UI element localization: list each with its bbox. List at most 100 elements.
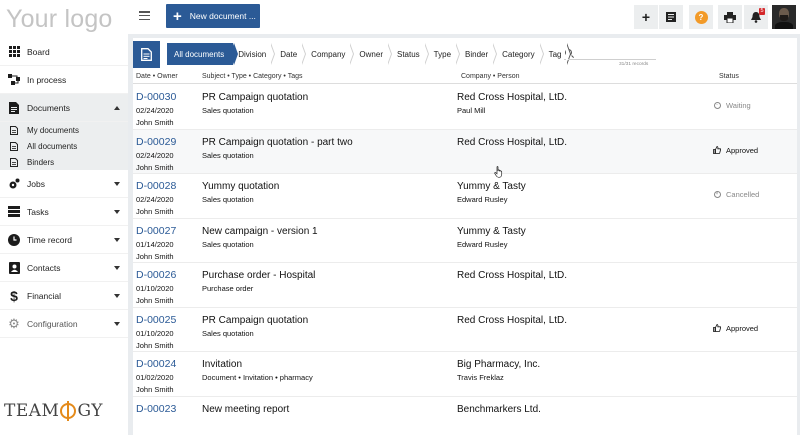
document-id-link[interactable]: D-00026 xyxy=(136,269,177,281)
grid-icon xyxy=(8,46,20,58)
top-bar: + New document ... + ? 5 xyxy=(128,0,800,34)
document-id-link[interactable]: D-00027 xyxy=(136,224,177,237)
chevron-down-icon xyxy=(114,181,120,186)
chevron-down-icon xyxy=(114,265,120,270)
sidebar-subitem-binders[interactable]: Binders xyxy=(0,154,128,170)
file-icon xyxy=(10,125,19,135)
print-button[interactable] xyxy=(718,5,742,29)
document-subject: Invitation xyxy=(202,359,243,370)
thumbs-up-icon xyxy=(713,324,721,332)
sidebar-subitem-my-documents[interactable]: My documents xyxy=(0,122,128,138)
sidebar-item-label: Configuration xyxy=(27,318,78,329)
document-type: Purchase order xyxy=(202,284,254,293)
search-input[interactable] xyxy=(564,48,656,60)
document-date: 02/24/2020 xyxy=(136,195,174,204)
add-button[interactable]: + xyxy=(634,5,658,29)
filter-status[interactable]: Status xyxy=(392,43,429,65)
table-row[interactable]: D-00028 02/24/2020 John Smith Yummy quot… xyxy=(133,174,797,219)
table-row[interactable]: D-00029 02/24/2020 John Smith PR Campaig… xyxy=(133,129,797,174)
document-date: 01/14/2020 xyxy=(136,239,174,249)
file-icon xyxy=(10,141,19,151)
sidebar-item-label: Time record xyxy=(27,234,73,245)
sidebar-item-label: Contacts xyxy=(27,262,61,273)
filter-type[interactable]: Type xyxy=(429,43,461,65)
document-person: Edward Rusley xyxy=(457,239,508,249)
filter-all-documents[interactable]: All documents xyxy=(167,43,239,65)
document-owner: John Smith xyxy=(136,340,174,350)
sidebar-subitem-label: Binders xyxy=(27,157,55,167)
sidebar-item-board[interactable]: Board xyxy=(0,38,128,66)
column-subject[interactable]: Subject • Type • Category • Tags xyxy=(202,73,303,80)
document-date: 01/02/2020 xyxy=(136,373,174,382)
sidebar-item-documents[interactable]: Documents xyxy=(0,94,128,122)
document-id-link[interactable]: D-00029 xyxy=(136,135,177,148)
document-id-link[interactable]: D-00024 xyxy=(136,358,177,370)
document-subject: Yummy quotation xyxy=(202,181,280,192)
filter-company[interactable]: Company xyxy=(306,43,355,65)
filter-date[interactable]: Date xyxy=(275,43,307,65)
sidebar-subitem-label: All documents xyxy=(27,141,78,151)
help-button[interactable]: ? xyxy=(689,5,713,29)
notifications-button[interactable]: 5 xyxy=(744,5,768,29)
status-label: Cancelled xyxy=(726,190,760,199)
document-type: Sales quotation xyxy=(202,239,254,249)
chevron-down-icon xyxy=(114,293,120,298)
status-badge: Approved xyxy=(713,146,758,155)
document-date: 02/24/2020 xyxy=(136,150,174,160)
sidebar-subitem-label: My documents xyxy=(27,125,80,135)
document-icon xyxy=(8,101,20,114)
column-company[interactable]: Company • Person xyxy=(461,73,520,80)
document-person: Paul Mill xyxy=(457,106,486,115)
document-id-link[interactable]: D-00025 xyxy=(136,313,177,326)
plus-icon: + xyxy=(641,9,651,25)
table-row[interactable]: D-00025 01/10/2020 John Smith PR Campaig… xyxy=(133,308,797,352)
filter-division[interactable]: Division xyxy=(233,43,276,65)
document-type: Sales quotation xyxy=(202,106,254,115)
document-id-link[interactable]: D-00028 xyxy=(136,180,177,192)
avatar[interactable] xyxy=(772,5,796,29)
table-row[interactable]: D-00030 02/24/2020 John Smith PR Campaig… xyxy=(133,85,797,130)
menu-icon[interactable] xyxy=(139,11,150,21)
status-badge: Approved xyxy=(713,324,758,333)
document-owner: John Smith xyxy=(136,207,174,216)
filter-owner[interactable]: Owner xyxy=(354,43,392,65)
filter-category[interactable]: Category xyxy=(497,43,545,65)
table-row[interactable]: D-00023 New meeting report Benchmarkers … xyxy=(133,397,797,435)
filter-tag[interactable]: Tag xyxy=(544,43,571,65)
app-logo[interactable]: Your logo xyxy=(6,4,113,33)
sidebar-item-contacts[interactable]: Contacts xyxy=(0,254,128,282)
cancel-icon: × xyxy=(713,191,721,199)
filter-breadcrumb: All documents Division Date Company Owne… xyxy=(167,43,571,65)
document-owner: John Smith xyxy=(136,118,174,127)
table-row[interactable]: D-00027 01/14/2020 John Smith New campai… xyxy=(133,219,797,263)
sidebar-item-financial[interactable]: $ Financial xyxy=(0,282,128,310)
notes-button[interactable] xyxy=(659,5,683,29)
sidebar-item-time-record[interactable]: Time record xyxy=(0,226,128,254)
documents-panel: All documents Division Date Company Owne… xyxy=(133,38,797,435)
sidebar-item-label: In process xyxy=(27,74,67,85)
new-document-button[interactable]: + New document ... xyxy=(166,4,260,28)
column-date-owner[interactable]: Date • Owner xyxy=(136,73,178,80)
table-row[interactable]: D-00026 01/10/2020 John Smith Purchase o… xyxy=(133,263,797,308)
status-label: Approved xyxy=(726,323,759,333)
contacts-icon xyxy=(8,261,20,274)
flow-icon xyxy=(8,74,20,86)
status-badge: ◦ Waiting xyxy=(713,101,751,110)
documents-table: D-00030 02/24/2020 John Smith PR Campaig… xyxy=(133,85,797,435)
sidebar-item-in-process[interactable]: In process xyxy=(0,66,128,94)
filter-binder[interactable]: Binder xyxy=(460,43,498,65)
status-label: Waiting xyxy=(726,101,751,110)
column-status[interactable]: Status xyxy=(719,73,739,80)
sidebar-item-tasks[interactable]: Tasks xyxy=(0,198,128,226)
dollar-icon: $ xyxy=(10,287,18,304)
scrollbar[interactable] xyxy=(797,38,800,435)
notes-icon xyxy=(666,12,676,22)
sidebar-item-configuration[interactable]: ⚙ Configuration xyxy=(0,310,128,338)
document-id-link[interactable]: D-00023 xyxy=(136,402,177,415)
sidebar-subitem-all-documents[interactable]: All documents xyxy=(0,138,128,154)
document-company: Red Cross Hospital, LtD. xyxy=(457,270,568,281)
sidebar-item-jobs[interactable]: Jobs xyxy=(0,170,128,198)
document-id-link[interactable]: D-00030 xyxy=(136,91,177,103)
plus-icon: + xyxy=(173,7,182,25)
table-row[interactable]: D-00024 01/02/2020 John Smith Invitation… xyxy=(133,352,797,397)
